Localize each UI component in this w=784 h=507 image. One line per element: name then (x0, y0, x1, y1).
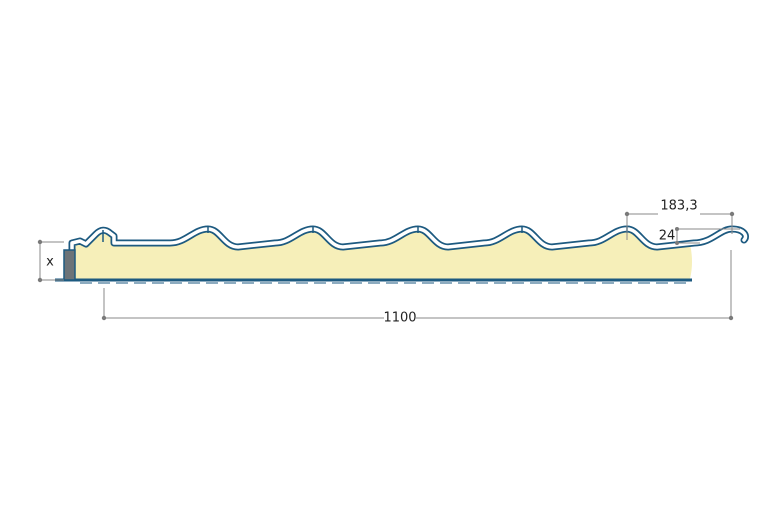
height-dimension-line (676, 228, 740, 244)
pitch-label: 183,3 (660, 199, 697, 214)
dim-dot (624, 211, 630, 217)
thickness-label: x (46, 255, 54, 270)
dim-dot (37, 277, 43, 283)
thickness-dimension-line (39, 241, 64, 281)
dim-dot (729, 211, 735, 217)
label-bg (658, 205, 700, 223)
dim-dot (675, 227, 679, 231)
label-bg (384, 310, 416, 326)
dimensions: 183,3 24 1100 x (37, 199, 740, 326)
width-dimension-line (103, 250, 732, 319)
height-label: 24 (659, 229, 676, 244)
dim-dot (37, 239, 43, 245)
width-label: 1100 (383, 311, 416, 326)
dim-dot (675, 241, 679, 245)
dim-dot (101, 315, 107, 321)
edge-seal (63, 249, 76, 281)
dim-dot (728, 315, 734, 321)
top-sheet-inner (70, 227, 748, 252)
